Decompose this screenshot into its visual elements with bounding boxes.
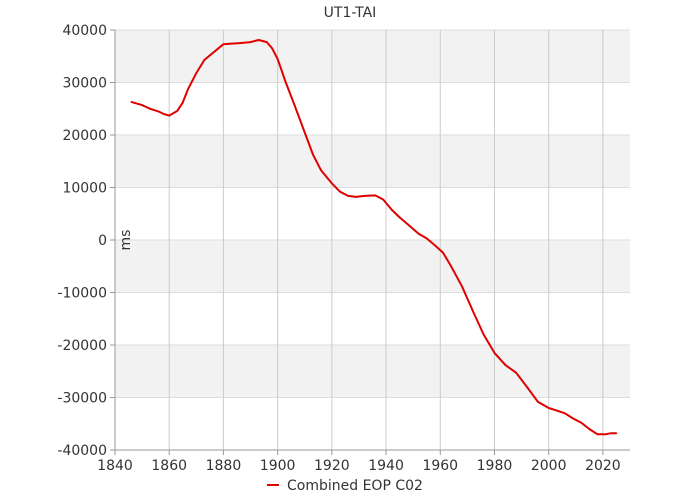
y-tick-label: -30000	[57, 391, 107, 407]
data-point	[564, 412, 566, 415]
data-point	[271, 47, 274, 50]
data-point	[347, 195, 349, 197]
data-point	[615, 432, 618, 435]
y-tick-label: 20000	[62, 128, 107, 144]
data-point	[588, 428, 591, 430]
grid-band	[115, 345, 630, 398]
data-point	[406, 223, 409, 226]
data-point	[572, 417, 574, 420]
data-point	[285, 81, 287, 84]
x-tick-label: 1880	[206, 458, 242, 474]
data-point	[596, 433, 599, 436]
legend: Combined EOP C02	[267, 478, 423, 494]
data-point	[176, 110, 179, 112]
data-point	[604, 433, 607, 436]
data-point	[363, 195, 366, 197]
data-point	[130, 101, 133, 103]
data-point	[515, 372, 517, 374]
data-point	[482, 333, 485, 336]
data-point	[547, 407, 550, 409]
data-point	[238, 42, 241, 44]
data-point	[320, 169, 322, 171]
data-point	[556, 409, 558, 412]
y-tick-label: 40000	[62, 23, 107, 39]
chart-title: UT1-TAI	[324, 5, 377, 21]
grid-band	[115, 240, 630, 293]
data-point	[339, 190, 341, 193]
data-point	[163, 113, 165, 115]
data-point	[442, 251, 444, 254]
data-point	[157, 110, 160, 113]
x-tick-label: 1840	[97, 458, 133, 474]
data-point	[195, 72, 198, 74]
data-point	[461, 285, 463, 288]
y-tick-label: -20000	[57, 338, 107, 354]
data-point	[266, 41, 268, 43]
data-point	[257, 39, 260, 41]
data-point	[493, 352, 496, 354]
x-tick-label: 1860	[151, 458, 187, 474]
data-point	[537, 400, 539, 403]
data-point	[230, 42, 233, 45]
data-point	[211, 52, 214, 54]
data-point	[222, 43, 225, 45]
data-point	[526, 386, 528, 388]
x-tick-label: 1900	[260, 458, 296, 474]
data-point	[141, 104, 143, 106]
data-point	[390, 208, 393, 211]
grid-band	[115, 135, 630, 188]
data-point	[450, 265, 452, 268]
data-point	[293, 102, 295, 105]
data-point	[382, 198, 385, 201]
x-tick-label: 1920	[314, 458, 350, 474]
y-tick-label: -10000	[57, 286, 107, 302]
grid-band	[115, 30, 630, 83]
data-point	[425, 237, 428, 240]
x-tick-label: 2020	[585, 458, 621, 474]
data-point	[312, 153, 314, 156]
x-tick-label: 1960	[422, 458, 458, 474]
data-point	[398, 216, 401, 219]
data-point	[149, 108, 151, 110]
data-point	[187, 88, 189, 90]
legend-label: Combined EOP C02	[287, 478, 423, 494]
data-point	[417, 232, 420, 235]
y-tick-label: 30000	[62, 76, 107, 92]
y-axis-label: ms	[118, 230, 134, 251]
data-point	[355, 196, 358, 198]
grid-lines	[114, 29, 630, 451]
data-point	[303, 131, 306, 134]
data-point	[331, 182, 333, 185]
series-layer	[130, 39, 618, 436]
data-point	[504, 364, 507, 366]
axes	[110, 29, 630, 455]
x-tick-label: 2000	[531, 458, 567, 474]
data-point	[276, 58, 279, 60]
y-tick-label: -40000	[57, 443, 107, 459]
tick-labels: 40000 30000 20000 10000 0 -10000 -20000 -30000 -…	[57, 23, 620, 474]
x-tick-label: 1980	[477, 458, 513, 474]
background-bands	[115, 30, 630, 398]
data-point	[168, 114, 170, 117]
data-point	[182, 101, 184, 104]
data-point	[203, 59, 206, 61]
data-point	[374, 194, 377, 197]
data-point	[580, 421, 582, 424]
data-point	[472, 310, 474, 312]
series-line-0	[131, 39, 617, 436]
y-tick-label: 0	[98, 233, 107, 249]
x-tick-label: 1940	[368, 458, 404, 474]
data-point	[249, 41, 252, 43]
data-point	[434, 244, 436, 247]
data-point	[610, 432, 612, 435]
y-tick-label: 10000	[62, 181, 107, 197]
